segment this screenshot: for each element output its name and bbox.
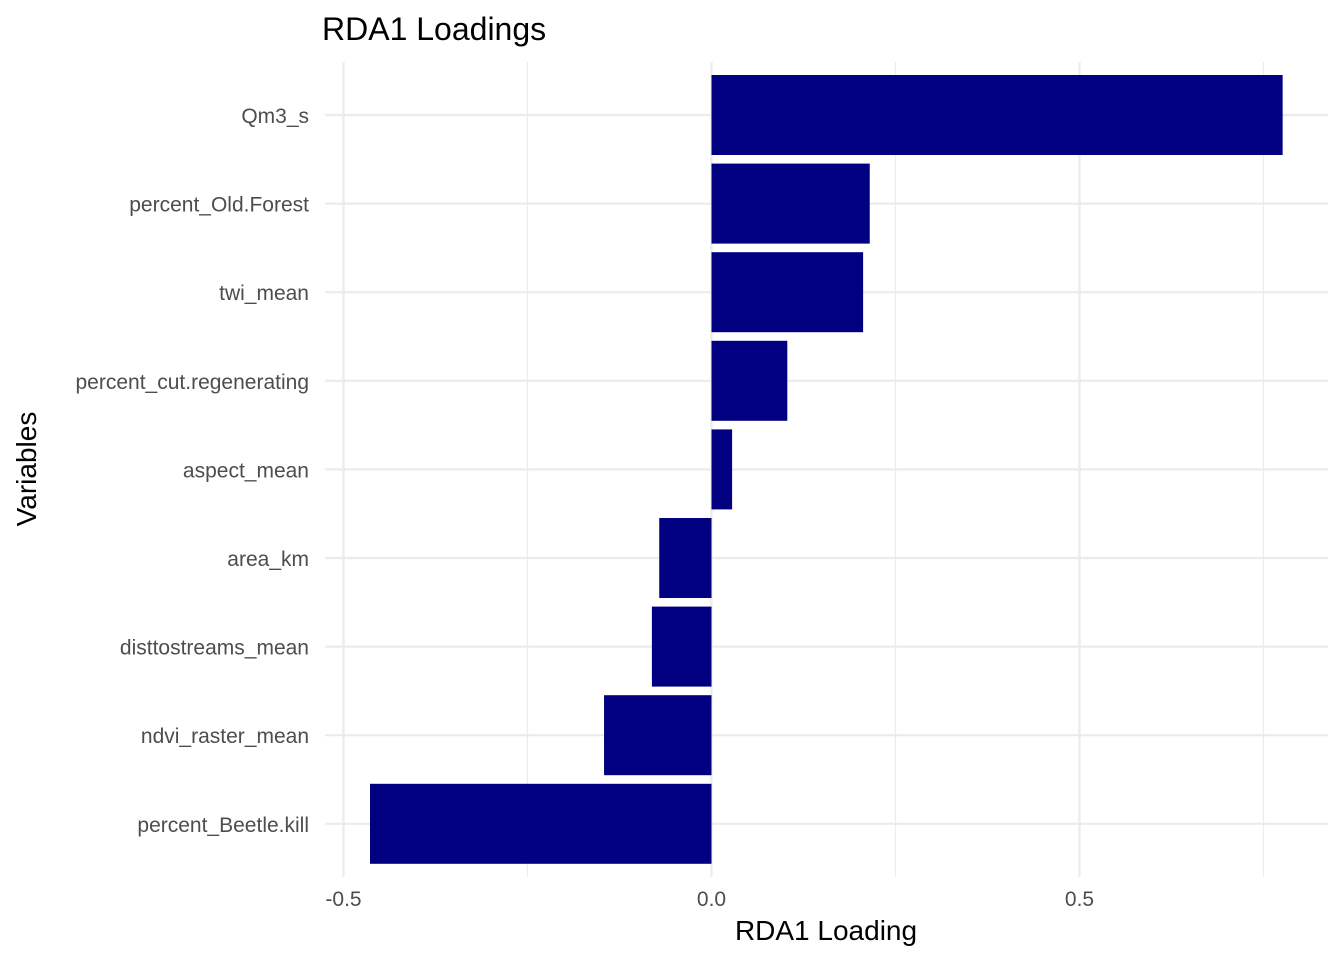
bar-percent_Beetle.kill [369,783,712,864]
x-tick-label: 0.5 [1065,888,1094,911]
y-tick-label: twi_mean [219,282,309,305]
y-axis-title: Variables [11,412,42,527]
y-tick-label: Qm3_s [241,105,309,128]
bar-twi_mean [711,252,864,333]
y-tick-label: aspect_mean [183,459,309,482]
y-tick-label: percent_Old.Forest [129,194,309,217]
x-tick-labels: -0.5 0.0 0.5 [325,888,1094,911]
bar-disttostreams_mean [651,606,712,687]
y-tick-label: percent_cut.regenerating [76,371,310,394]
y-tick-labels: Qm3_s percent_Old.Forest twi_mean percent_c… [76,105,310,837]
bar-ndvi_raster_mean [604,695,712,776]
bar-Qm3_s [711,75,1283,155]
y-tick-label: area_km [227,548,309,571]
chart-title: RDA1 Loadings [322,11,546,47]
bar-percent_Old.Forest [711,163,870,244]
x-tick-label: 0.0 [697,888,726,911]
x-axis-title: RDA1 Loading [735,915,917,946]
y-tick-label: ndvi_raster_mean [141,725,309,748]
y-tick-label: percent_Beetle.kill [137,814,309,837]
x-tick-label: -0.5 [325,888,361,911]
y-tick-label: disttostreams_mean [120,637,309,660]
bars-layer [369,75,1283,864]
bar-percent_cut.regenerating [711,340,788,421]
bar-area_km [659,518,712,598]
bar-aspect_mean [711,429,733,510]
